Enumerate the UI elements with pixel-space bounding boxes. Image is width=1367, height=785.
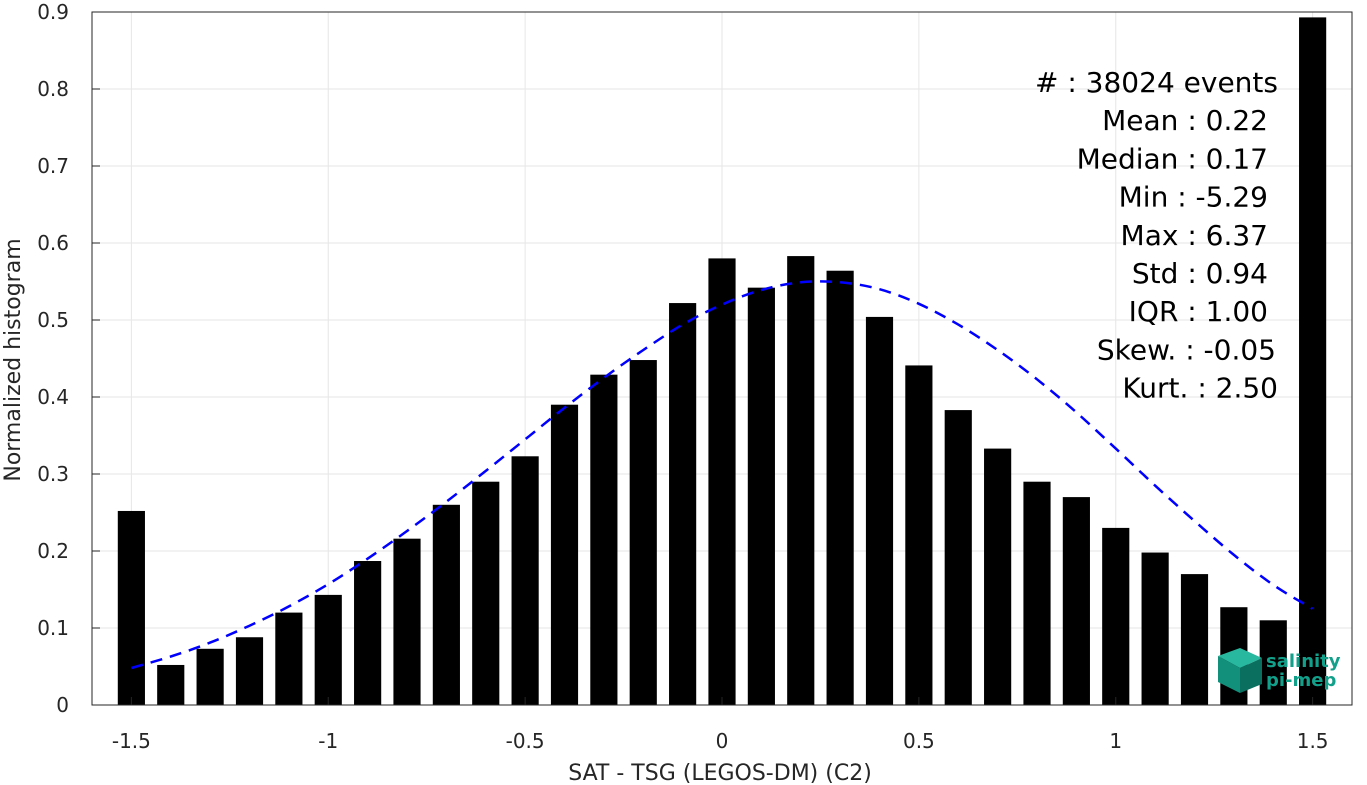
y-tick-label: 0.5 [37,308,69,332]
stat-line: Skew. : -0.05 [1097,333,1276,366]
y-tick-label: 0 [56,693,69,717]
histogram-bar [432,504,460,705]
histogram-bar [826,270,854,705]
statistics-annotation: # : 38024 events Mean : 0.22 Median : 0.17… [1035,66,1278,405]
histogram-bar [235,637,264,705]
histogram-bar [944,410,972,705]
histogram-bar [1062,497,1090,705]
stat-line: Median : 0.17 [1077,142,1268,175]
histogram-bar [117,510,145,705]
histogram-bar [354,561,382,705]
histogram-bar [196,648,224,705]
histogram-bar [472,481,500,705]
logo-cube-icon [1218,648,1262,693]
y-tick-label: 0.1 [37,616,69,640]
y-tick-label: 0.3 [37,462,69,486]
salinity-pimep-logo: salinity pi-mep [1218,648,1341,693]
x-tick-label: 1.5 [1297,729,1329,753]
histogram-bar [787,256,815,705]
y-tick-label: 0.6 [37,231,69,255]
stat-line: IQR : 1.00 [1129,295,1268,328]
stat-line: # : 38024 events [1035,66,1278,99]
histogram-bar [393,538,421,705]
stat-line: Min : -5.29 [1119,181,1268,214]
histogram-bar [984,448,1012,705]
x-tick-label: 0.5 [903,729,935,753]
histogram-bar [1023,481,1051,705]
y-tick-label: 0.8 [37,77,69,101]
histogram-bar [275,612,303,705]
y-axis-ticks: 0 0.1 0.2 0.3 0.4 0.5 0.6 0.7 0.8 0.9 [37,0,100,717]
histogram-bar [905,365,933,705]
x-axis-ticks: -1.5 -1 -0.5 0 0.5 1 1.5 [112,697,1329,753]
x-tick-label: 0 [716,729,729,753]
y-tick-label: 0.4 [37,385,69,409]
histogram-bar [1259,620,1287,705]
gaussian-fit-curve [131,280,1314,670]
x-tick-label: 1 [1109,729,1122,753]
stat-line: Std : 0.94 [1132,257,1268,290]
histogram-bar [550,404,579,705]
histogram-bar [1299,17,1327,705]
x-axis-label: SAT - TSG (LEGOS-DM) (C2) [568,761,872,785]
histogram-bar [157,664,185,705]
histogram-bar [1102,527,1130,705]
histogram-bar [747,287,775,705]
logo-text-pimep: pi-mep [1266,670,1336,691]
histogram-bar [708,258,736,705]
histogram-bar [865,316,894,705]
x-tick-label: -1 [318,729,338,753]
y-tick-label: 0.7 [37,154,69,178]
y-tick-label: 0.2 [37,539,69,563]
histogram-bar [1180,574,1209,705]
logo-text-salinity: salinity [1266,651,1341,672]
stat-line: Mean : 0.22 [1102,104,1268,137]
histogram-bar [629,360,657,705]
histogram-bar [590,374,618,705]
x-tick-label: -1.5 [112,729,151,753]
histogram-bars [117,17,1327,705]
histogram-bar [1141,552,1169,705]
y-tick-label: 0.9 [37,0,69,24]
stat-line: Max : 6.37 [1121,219,1268,252]
stat-line: Kurt. : 2.50 [1122,372,1278,405]
y-axis-label: Normalized histogram [1,238,26,481]
histogram-bar [669,303,697,705]
histogram-bar [511,456,539,705]
x-tick-label: -0.5 [506,729,545,753]
histogram-bar [314,594,342,705]
